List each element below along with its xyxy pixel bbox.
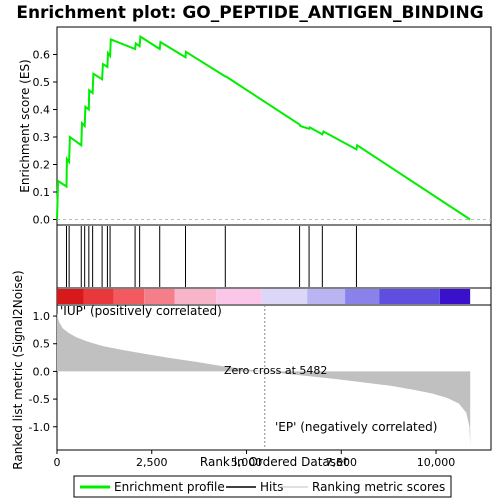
metric-ytick-label: 1.0 bbox=[33, 310, 51, 323]
metric-ytick-label: -0.5 bbox=[29, 393, 50, 406]
x-tick-label: 5,000 bbox=[231, 456, 263, 469]
heat-segment bbox=[144, 289, 175, 304]
es-panel: 0.0 0.1 0.2 0.3 0.4 0.5 0.6 Enrichment score (… bbox=[18, 26, 492, 227]
x-tick-label: 10,000 bbox=[417, 456, 456, 469]
heat-segment bbox=[379, 289, 440, 304]
legend-label: Ranking metric scores bbox=[312, 480, 445, 494]
es-ytick-label: 0.3 bbox=[33, 131, 51, 144]
es-ytick-label: 0.1 bbox=[33, 186, 51, 199]
es-ytick-label: 0.0 bbox=[33, 214, 51, 227]
heat-segment bbox=[345, 289, 380, 304]
hits-panel bbox=[56, 224, 492, 289]
chart-title: Enrichment plot: GO_PEPTIDE_ANTIGEN_BIND… bbox=[16, 3, 483, 23]
es-panel-frame bbox=[56, 26, 492, 226]
zero-cross-label: Zero cross at 5482 bbox=[224, 364, 327, 377]
es-ylabel: Enrichment score (ES) bbox=[18, 59, 32, 192]
metric-area bbox=[57, 313, 471, 447]
heat-segment bbox=[57, 289, 84, 304]
metric-ylabel: Ranked list metric (Signal2Noise) bbox=[11, 270, 25, 469]
negative-label: 'EP' (negatively correlated) bbox=[275, 420, 437, 434]
legend: Enrichment profile Hits Ranking metric sco… bbox=[73, 475, 452, 498]
legend-frame bbox=[73, 475, 452, 498]
positive-label: 'IUP' (positively correlated) bbox=[60, 304, 222, 318]
heat-segment bbox=[174, 289, 217, 304]
heat-segment bbox=[439, 289, 471, 304]
heat-segment bbox=[307, 289, 346, 304]
es-ytick-label: 0.6 bbox=[33, 49, 51, 62]
metric-ytick-label: -1.0 bbox=[29, 421, 50, 434]
heat-segment bbox=[83, 289, 114, 304]
metric-ytick-label: 0.5 bbox=[33, 338, 51, 351]
es-series-line bbox=[56, 34, 471, 221]
heat-segment bbox=[216, 289, 262, 304]
x-axis-label: Rank in Ordered Dataset bbox=[200, 455, 348, 469]
es-ytick-label: 0.2 bbox=[33, 159, 51, 172]
x-tick-label: 0 bbox=[54, 456, 61, 469]
x-tick-label: 7,500 bbox=[326, 456, 358, 469]
es-ytick-label: 0.5 bbox=[33, 76, 51, 89]
metric-panel: 1.0 0.5 0.0 -0.5 -1.0 'IUP' (positively corr… bbox=[11, 270, 492, 470]
heat-segment bbox=[113, 289, 145, 304]
hits-panel-frame bbox=[56, 224, 492, 289]
legend-label: Hits bbox=[260, 480, 283, 494]
heat-panel bbox=[56, 287, 492, 306]
legend-label: Enrichment profile bbox=[114, 480, 225, 494]
x-tick-label: 2,500 bbox=[136, 456, 168, 469]
metric-ytick-label: 0.0 bbox=[33, 365, 51, 378]
es-ytick-label: 0.4 bbox=[33, 104, 51, 117]
x-axis: 0 2,500 5,000 7,500 10,000 bbox=[54, 450, 456, 469]
heat-segment bbox=[261, 289, 308, 304]
